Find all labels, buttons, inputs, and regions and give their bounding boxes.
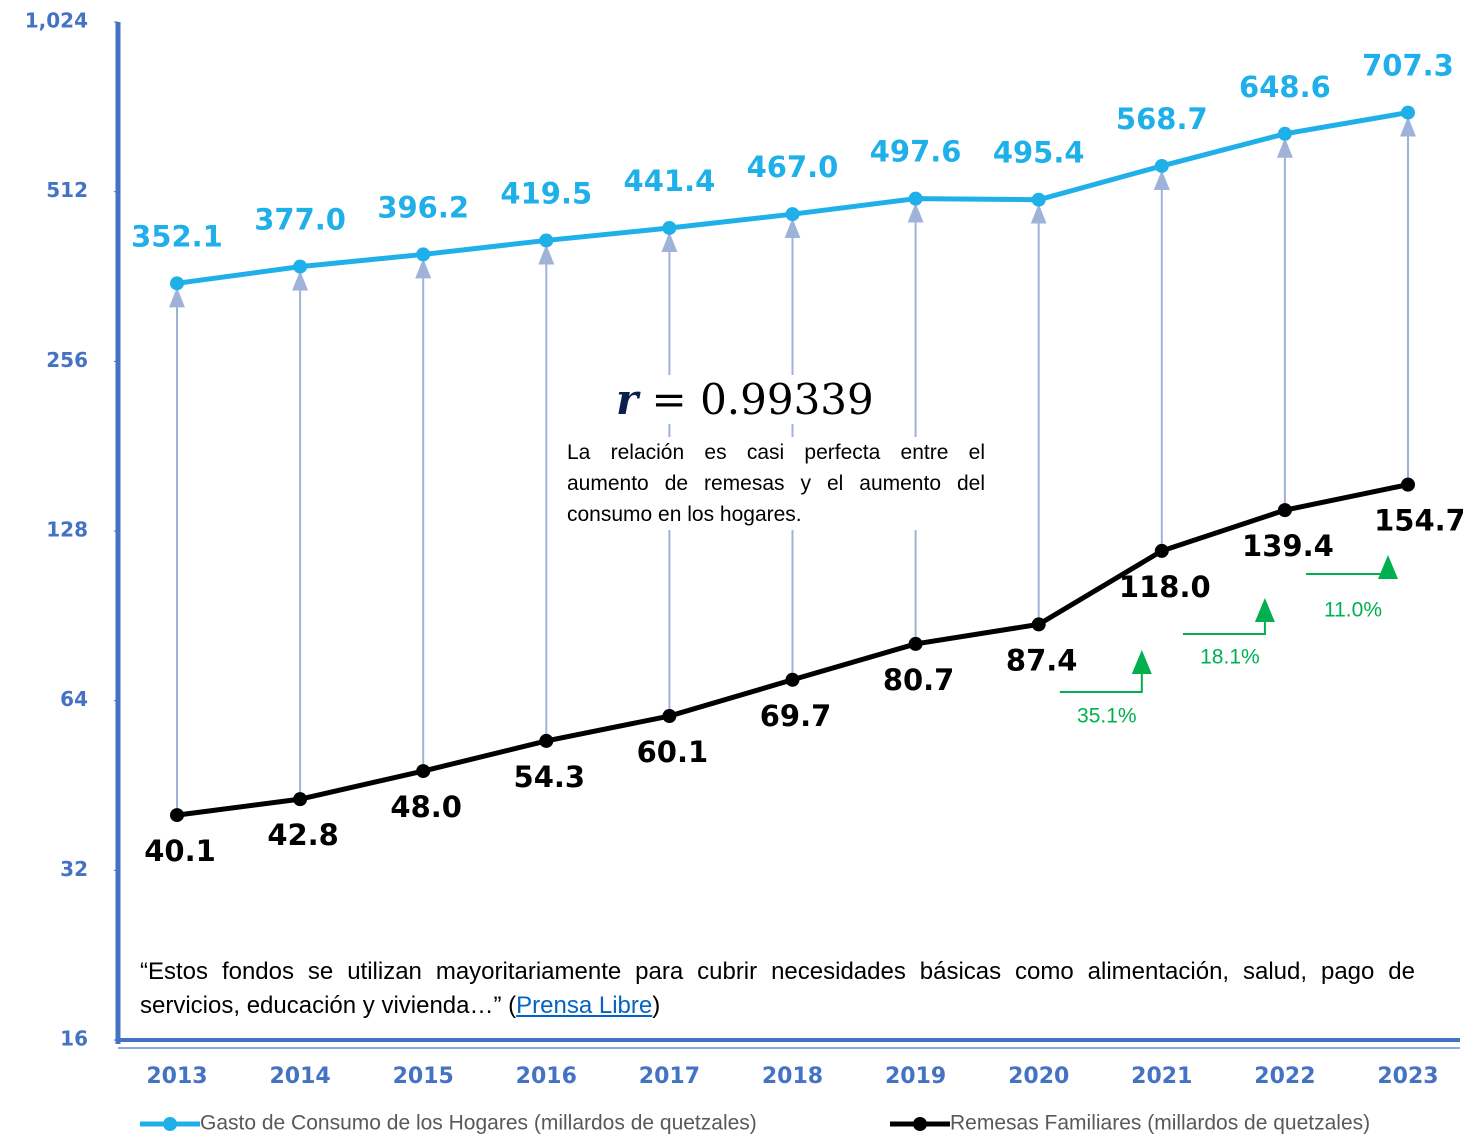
point [170, 808, 184, 823]
growth-arrow [1182, 598, 1275, 635]
point [1154, 158, 1169, 173]
note: La relación es casi perfecta entre el au… [567, 437, 985, 530]
point [662, 220, 677, 235]
y-tick-label: 1,024 [25, 9, 88, 33]
correlation-value: 0.99339 [700, 375, 874, 424]
growth-label: 35.1% [1077, 705, 1137, 728]
x-tick-label: 2023 [1377, 1064, 1438, 1089]
data-label: 40.1 [144, 834, 216, 868]
correlation-operator: = [651, 375, 687, 424]
data-label: 42.8 [267, 818, 339, 852]
x-tick-label: 2016 [516, 1064, 577, 1089]
y-tick-label: 256 [46, 348, 88, 372]
x-tick-label: 2015 [393, 1064, 454, 1089]
y-tick-label: 16 [60, 1027, 88, 1051]
data-label: 60.1 [637, 735, 709, 769]
legend-label: Gasto de Consumo de los Hogares (millard… [200, 1112, 757, 1135]
point [908, 191, 923, 206]
growth-label: 18.1% [1200, 646, 1260, 669]
point [1277, 503, 1292, 518]
point [785, 672, 800, 687]
point [785, 207, 800, 222]
x-tick-label: 2019 [885, 1064, 946, 1089]
legend-label: Remesas Familiares (millardos de quetzal… [950, 1112, 1370, 1135]
data-label: 377.0 [254, 203, 346, 237]
point [539, 233, 554, 248]
data-label: 139.4 [1242, 529, 1334, 563]
quote-end: ) [652, 992, 661, 1019]
x-tick-label: 2022 [1254, 1064, 1315, 1089]
x-tick-label: 2017 [639, 1064, 700, 1089]
source-link[interactable]: Prensa Libre [516, 992, 653, 1019]
point [1154, 543, 1169, 558]
data-label: 352.1 [131, 219, 223, 253]
point [416, 764, 431, 779]
point [1031, 192, 1046, 207]
y-tick-label: 512 [46, 178, 88, 202]
x-tick-label: 2014 [269, 1064, 330, 1089]
data-label: 648.6 [1239, 70, 1331, 104]
point [908, 636, 923, 651]
quote: “Estos fondos se utilizan mayoritariamen… [140, 955, 1415, 1023]
growth-arrow [1059, 650, 1152, 693]
point [416, 247, 431, 262]
y-tick-label: 64 [60, 687, 88, 711]
point [1277, 126, 1292, 141]
data-label: 48.0 [390, 790, 462, 824]
data-label: 707.3 [1362, 49, 1454, 83]
data-label: 54.3 [514, 760, 586, 794]
point [293, 792, 308, 807]
quote-text: “Estos fondos se utilizan mayoritariamen… [140, 958, 1415, 1019]
data-label: 118.0 [1119, 570, 1211, 604]
point [662, 709, 677, 724]
data-label: 419.5 [500, 176, 592, 210]
point [293, 259, 308, 274]
growth-arrow [1306, 555, 1398, 579]
point [170, 276, 184, 291]
data-label: 497.6 [870, 135, 962, 169]
point [1031, 617, 1046, 632]
y-tick-label: 128 [46, 518, 88, 542]
x-tick-label: 2013 [146, 1064, 207, 1089]
data-label: 69.7 [760, 699, 832, 733]
data-label: 80.7 [883, 663, 955, 697]
data-label: 441.4 [624, 164, 716, 198]
data-label: 154.7 [1374, 504, 1463, 538]
correlation-symbol: r [616, 375, 639, 424]
x-tick-label: 2018 [762, 1064, 823, 1089]
correlation: r = 0.99339 [610, 375, 880, 424]
point [1401, 477, 1415, 492]
data-label: 495.4 [993, 136, 1085, 170]
data-label: 87.4 [1006, 643, 1078, 677]
growth-label: 11.0% [1324, 599, 1382, 622]
point [539, 733, 554, 748]
point [1401, 105, 1415, 120]
y-tick-label: 32 [60, 857, 88, 881]
data-label: 396.2 [377, 190, 469, 224]
x-tick-label: 2020 [1008, 1064, 1069, 1089]
x-tick-label: 2021 [1131, 1064, 1192, 1089]
data-label: 467.0 [747, 150, 839, 184]
legend-marker [163, 1117, 177, 1131]
legend-marker [913, 1117, 927, 1131]
data-label: 568.7 [1116, 102, 1208, 136]
